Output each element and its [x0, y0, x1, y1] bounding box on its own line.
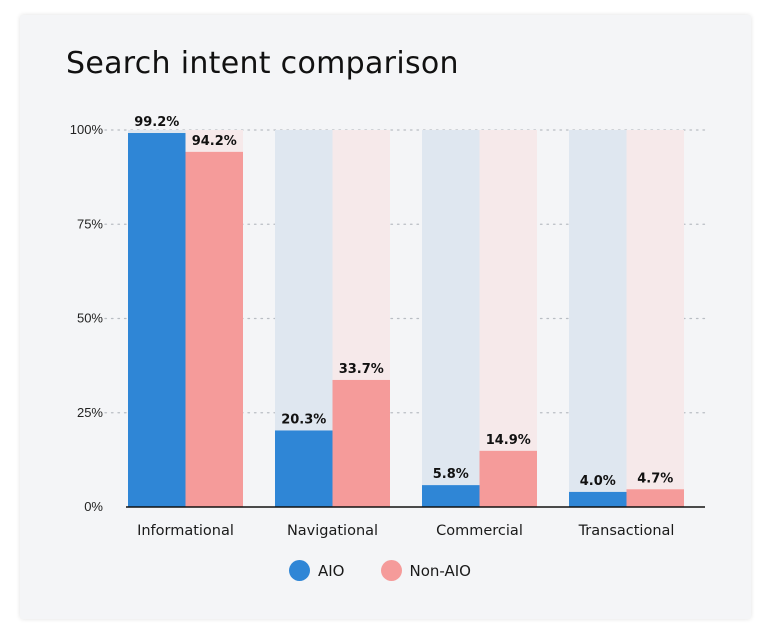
data-label-non-aio: 4.7% [637, 471, 673, 486]
x-tick-label: Informational [137, 523, 234, 539]
bar-aio [275, 430, 333, 507]
bar-non-aio [185, 151, 243, 507]
data-label-aio: 5.8% [433, 467, 469, 482]
data-label-non-aio: 14.9% [486, 433, 531, 448]
bar-track-aio [569, 130, 627, 507]
data-labels: 99.2% 94.2% 20.3% 33.7% 5.8% 14.9% 4.0% 4.7% [134, 115, 673, 489]
legend-swatch-non-aio [380, 560, 402, 581]
bar-aio [569, 491, 627, 507]
x-axis: Informational Navigational Commercial Trans… [137, 523, 674, 539]
data-label-aio: 4.0% [580, 474, 616, 489]
x-tick-label: Transactional [578, 523, 675, 539]
data-label-non-aio: 33.7% [339, 362, 384, 377]
data-label-non-aio: 94.2% [192, 134, 237, 149]
bar-track-non-aio [479, 130, 537, 507]
y-tick-label: 0% [84, 499, 103, 514]
bar-non-aio [626, 489, 684, 507]
legend-item-non-aio[interactable]: Non-AIO [380, 560, 471, 581]
legend-label-non-aio: Non-AIO [409, 561, 471, 580]
data-label-aio: 20.3% [281, 412, 326, 427]
bars [128, 130, 684, 508]
legend: AIO Non-AIO [0, 560, 760, 581]
bar-non-aio [332, 379, 390, 507]
x-tick-label: Commercial [436, 523, 523, 539]
bar-track-aio [422, 130, 480, 507]
y-tick-label: 25% [77, 405, 103, 420]
bar-track-non-aio [626, 130, 684, 507]
bar-aio [422, 485, 480, 507]
chart-title: Search intent comparison [66, 46, 459, 81]
bar-aio [128, 133, 186, 508]
legend-swatch-aio [289, 560, 310, 581]
legend-item-aio[interactable]: AIO [289, 560, 345, 581]
y-tick-label: 100% [70, 122, 104, 137]
x-tick-label: Navigational [287, 523, 378, 539]
y-axis: 0% 25% 50% 75% 100% [70, 122, 104, 514]
y-tick-label: 75% [77, 216, 103, 231]
legend-label-aio: AIO [318, 561, 345, 580]
data-label-aio: 99.2% [134, 115, 179, 130]
bar-non-aio [479, 450, 537, 507]
y-tick-label: 50% [77, 311, 103, 326]
